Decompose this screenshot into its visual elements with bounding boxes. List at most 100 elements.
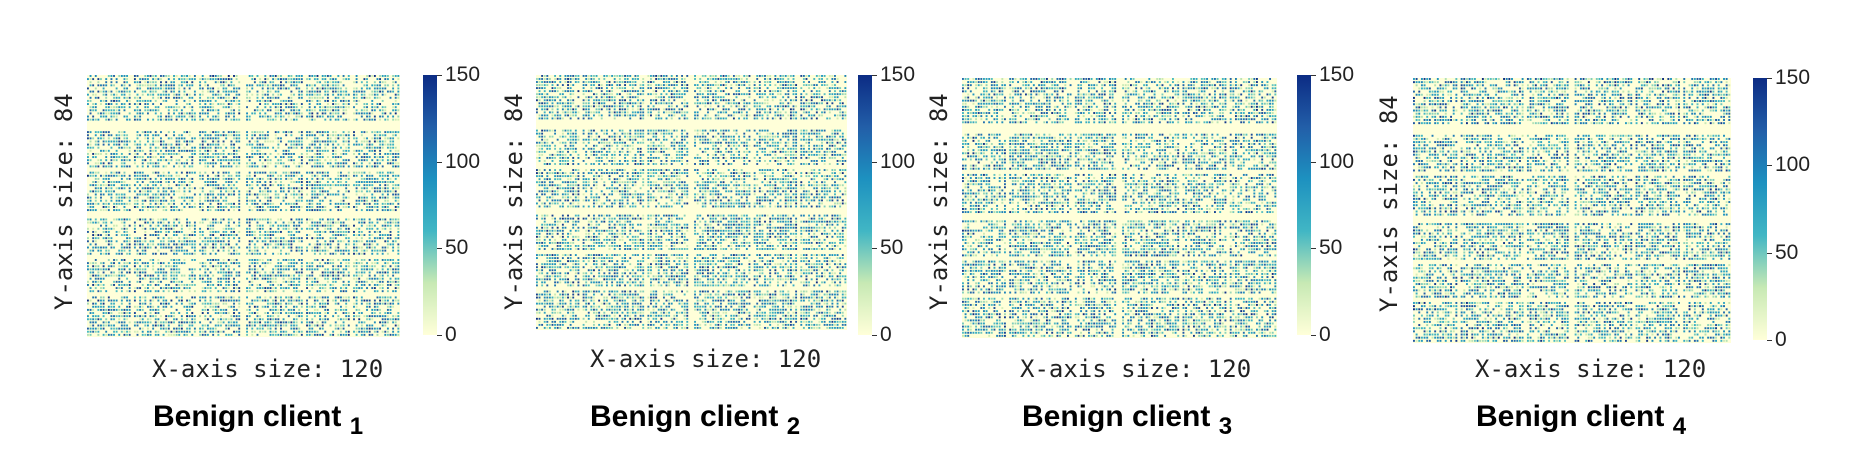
heatmap-cell: [386, 143, 389, 146]
heatmap-cell: [94, 221, 97, 224]
heatmap-cell: [87, 209, 89, 212]
heatmap-cell: [180, 262, 183, 265]
heatmap-cell: [386, 84, 389, 87]
heatmap-cell: [253, 246, 256, 249]
heatmap-cell: [386, 152, 389, 155]
heatmap-cell: [89, 199, 92, 202]
heatmap-cell: [345, 152, 348, 155]
heatmap-cell: [319, 149, 322, 152]
heatmap-cell: [321, 224, 324, 227]
heatmap-cell: [94, 96, 97, 99]
heatmap-cell: [394, 165, 397, 168]
heatmap-cell: [186, 84, 188, 87]
heatmap-cell: [193, 146, 196, 149]
heatmap-cell: [342, 131, 345, 134]
heatmap-cell: [152, 90, 155, 93]
heatmap-cell: [139, 287, 142, 290]
heatmap-cell: [188, 115, 191, 118]
heatmap-cell: [105, 184, 108, 187]
heatmap-cell: [173, 90, 175, 93]
heatmap-cell: [319, 152, 322, 155]
heatmap-cell: [287, 283, 290, 286]
heatmap-cell: [277, 237, 280, 240]
heatmap-cell: [128, 174, 131, 177]
heatmap-cell: [319, 181, 322, 183]
heatmap-cell: [248, 199, 251, 202]
heatmap-cell: [386, 224, 389, 227]
heatmap-cell: [311, 283, 314, 286]
heatmap-cell: [389, 280, 392, 283]
heatmap-cell: [136, 81, 139, 84]
heatmap-cell: [253, 78, 256, 81]
heatmap-cell: [392, 243, 395, 246]
heatmap-cell: [308, 99, 311, 102]
heatmap-cell: [144, 152, 147, 155]
heatmap-cell: [220, 234, 222, 236]
heatmap-cell: [397, 118, 400, 121]
heatmap-cell: [188, 290, 191, 293]
heatmap-cell: [188, 237, 191, 240]
heatmap-cell: [165, 81, 168, 84]
heatmap-cell: [392, 162, 395, 165]
heatmap-cell: [204, 156, 207, 159]
heatmap-cell: [340, 87, 342, 90]
heatmap-cell: [180, 134, 183, 137]
heatmap-cell: [246, 112, 248, 115]
heatmap-cell: [397, 115, 400, 118]
heatmap-cell: [248, 287, 251, 290]
heatmap-cell: [87, 206, 89, 208]
heatmap-cell: [220, 134, 222, 137]
heatmap-cell: [366, 190, 368, 193]
heatmap-cell: [293, 187, 295, 190]
heatmap-cell: [293, 202, 295, 205]
heatmap-cell: [394, 106, 397, 109]
heatmap-cell: [178, 190, 181, 193]
heatmap-cell: [173, 252, 175, 255]
heatmap-cell: [337, 134, 340, 137]
heatmap-cell: [178, 230, 181, 233]
heatmap-cell: [287, 112, 290, 115]
heatmap-cells: [87, 75, 400, 336]
heatmap-cell: [376, 202, 379, 205]
heatmap-cell: [214, 81, 217, 84]
heatmap-cell: [248, 312, 251, 314]
heatmap-cell: [384, 84, 387, 87]
heatmap-cell: [321, 162, 324, 165]
heatmap-cell: [321, 87, 324, 90]
heatmap-cell: [115, 187, 118, 190]
heatmap-cell: [170, 224, 173, 227]
heatmap-cell: [342, 234, 345, 236]
heatmap-cell: [334, 184, 337, 187]
heatmap-cell: [149, 221, 152, 224]
heatmap-cell: [165, 224, 168, 227]
heatmap-cell: [141, 302, 144, 305]
heatmap-cell: [282, 277, 285, 280]
heatmap-cell: [146, 118, 149, 121]
heatmap-cell: [209, 106, 212, 109]
heatmap-cell: [217, 259, 220, 261]
heatmap-cell: [110, 305, 113, 308]
heatmap-cell: [324, 109, 327, 112]
heatmap-cell: [120, 199, 123, 202]
heatmap-cell: [199, 277, 202, 280]
heatmap-cell: [287, 268, 290, 271]
heatmap-cell: [160, 280, 162, 283]
heatmap-cell: [139, 240, 142, 243]
heatmap-cell: [204, 249, 207, 252]
heatmap-cell: [149, 202, 152, 205]
heatmap-cell: [230, 299, 233, 302]
heatmap-cell: [321, 305, 324, 308]
heatmap-cell: [246, 93, 248, 96]
heatmap-cell: [144, 271, 147, 274]
heatmap-cell: [366, 159, 368, 162]
heatmap-cell: [178, 312, 181, 314]
heatmap-cell: [188, 305, 191, 308]
heatmap-cell: [248, 218, 251, 221]
heatmap-cell: [347, 146, 350, 149]
heatmap-cell: [389, 96, 392, 99]
heatmap-cell: [126, 99, 129, 102]
heatmap-cell: [363, 265, 366, 268]
heatmap-cell: [100, 193, 102, 196]
heatmap-cell: [123, 265, 126, 268]
heatmap-cell: [233, 280, 235, 283]
